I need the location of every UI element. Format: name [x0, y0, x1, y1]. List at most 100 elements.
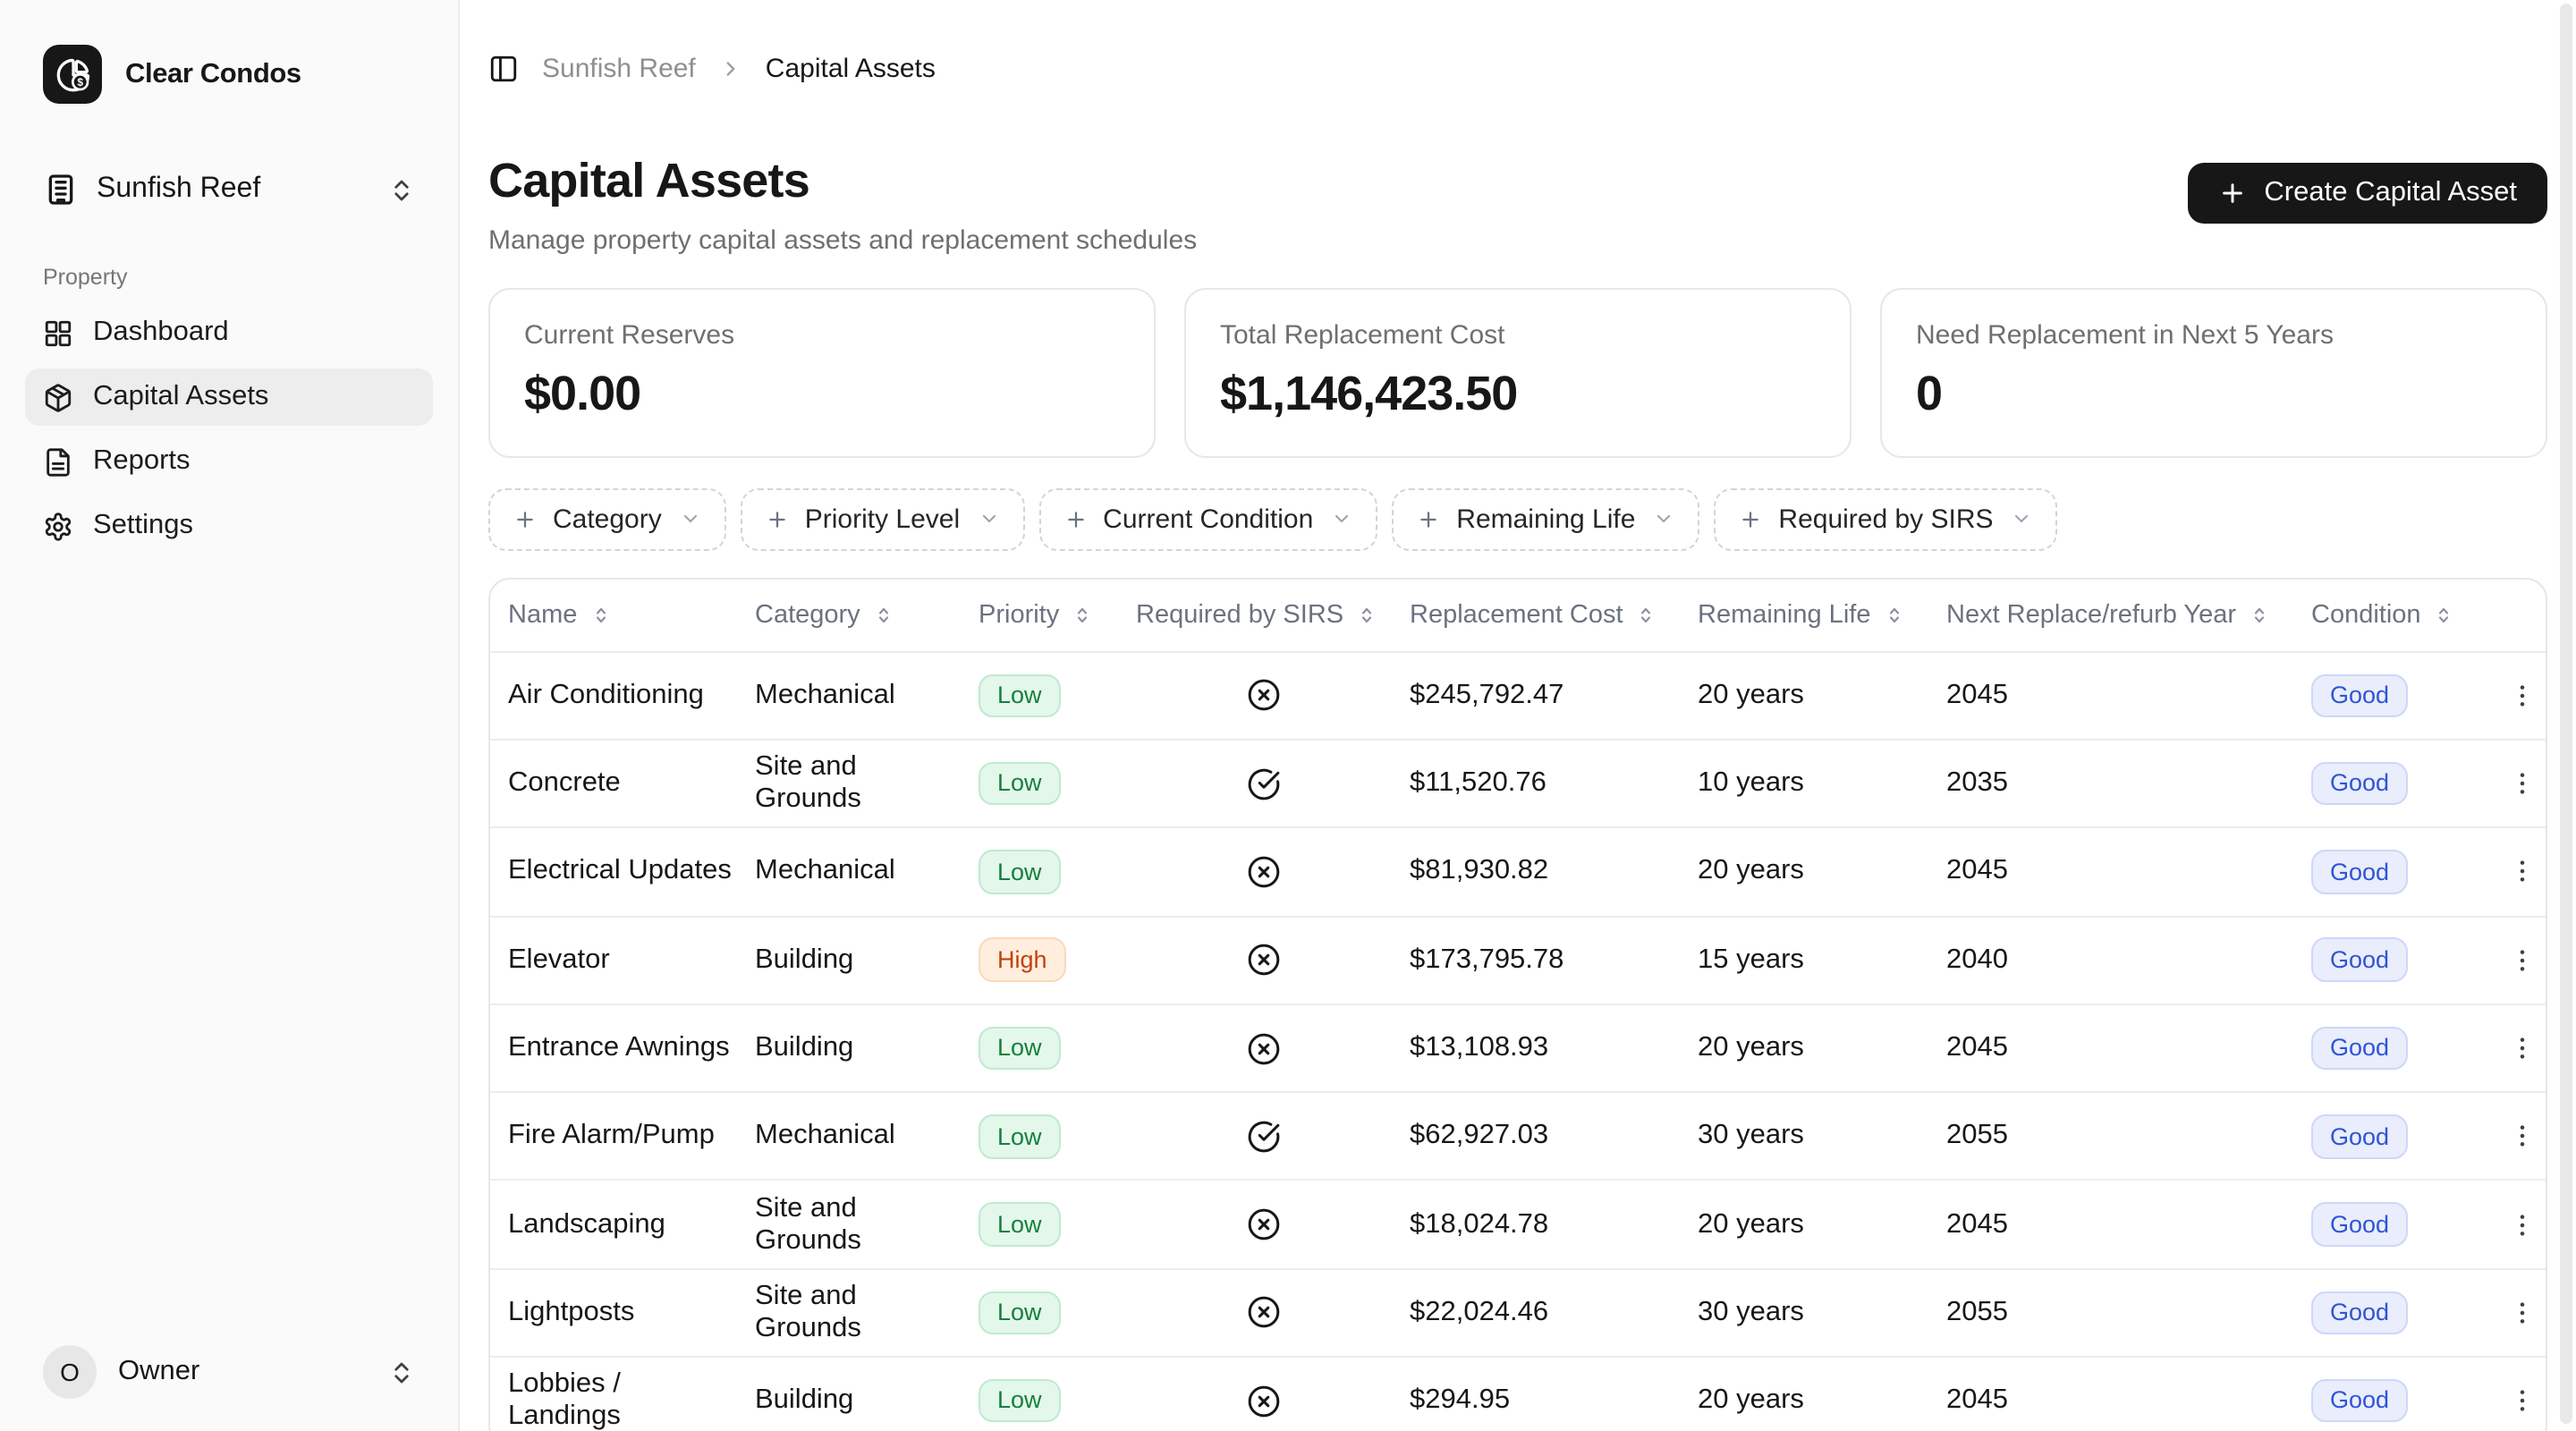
- create-capital-asset-button[interactable]: Create Capital Asset: [2187, 163, 2547, 224]
- sidebar-item-label: Reports: [93, 445, 191, 478]
- column-header-required-by-sirs[interactable]: Required by SIRS: [1118, 600, 1392, 629]
- circle-check-icon: [1136, 1120, 1392, 1154]
- sidebar-item-capital-assets[interactable]: Capital Assets: [25, 368, 433, 426]
- row-menu-button[interactable]: [2497, 1288, 2547, 1338]
- chevron-down-icon: [978, 508, 999, 529]
- sidebar-item-reports[interactable]: Reports: [25, 433, 433, 490]
- column-header-category[interactable]: Category: [737, 600, 961, 629]
- sort-chevrons-icon: [589, 604, 611, 625]
- create-capital-asset-label: Create Capital Asset: [2264, 177, 2517, 209]
- column-header-label: Remaining Life: [1698, 600, 1870, 629]
- plus-icon: [1417, 507, 1440, 530]
- page-title: Capital Assets: [488, 156, 1197, 208]
- cell-remaining-life: 20 years: [1680, 1208, 1928, 1240]
- column-header-remaining-life[interactable]: Remaining Life: [1680, 600, 1928, 629]
- cell-replacement-cost: $11,520.76: [1392, 767, 1680, 800]
- sort-chevrons-icon: [1636, 604, 1657, 625]
- package-icon: [43, 382, 73, 412]
- cell-priority: High: [961, 938, 1118, 982]
- table-row: Entrance AwningsBuildingLow$13,108.9320 …: [490, 1005, 2546, 1094]
- plus-icon: [766, 507, 789, 530]
- user-menu[interactable]: O Owner: [25, 1334, 433, 1410]
- row-menu-button[interactable]: [2497, 1199, 2547, 1249]
- circle-x-icon: [1136, 1384, 1392, 1418]
- cell-required-by-sirs: [1118, 766, 1392, 800]
- vertical-scrollbar[interactable]: [2560, 4, 2572, 1424]
- cell-name: Lightposts: [490, 1297, 737, 1329]
- row-menu-button[interactable]: [2497, 671, 2547, 721]
- row-menu-button[interactable]: [2497, 758, 2547, 809]
- column-header-next-replace-refurb-year[interactable]: Next Replace/refurb Year: [1928, 600, 2293, 629]
- column-header-label: Required by SIRS: [1136, 600, 1343, 629]
- chevrons-up-down-icon: [388, 1359, 415, 1385]
- table-body: Air ConditioningMechanicalLow$245,792.47…: [490, 652, 2546, 1431]
- table-row: Lobbies / LandingsBuildingLow$294.9520 y…: [490, 1358, 2546, 1431]
- stat-card-current-reserves: Current Reserves $0.00: [488, 287, 1156, 457]
- row-menu-button[interactable]: [2497, 1112, 2547, 1162]
- row-menu-button[interactable]: [2497, 935, 2547, 985]
- cell-required-by-sirs: [1118, 679, 1392, 713]
- stat-label: Total Replacement Cost: [1220, 319, 1816, 350]
- sort-chevrons-icon: [2434, 604, 2455, 625]
- priority-badge: Low: [979, 1027, 1061, 1071]
- cell-priority: Low: [961, 673, 1118, 717]
- chevrons-up-down-icon: [388, 176, 415, 203]
- column-header-condition[interactable]: Condition: [2293, 600, 2479, 629]
- circle-x-icon: [1136, 679, 1392, 713]
- cell-next-replace-year: 2055: [1928, 1121, 2293, 1153]
- cell-next-replace-year: 2035: [1928, 767, 2293, 800]
- chevron-down-icon: [2012, 508, 2033, 529]
- cell-category: Mechanical: [737, 856, 961, 888]
- filter-chip-label: Priority Level: [805, 504, 960, 534]
- priority-badge: Low: [979, 850, 1061, 893]
- column-header-name[interactable]: Name: [490, 600, 737, 629]
- cell-condition: Good: [2293, 1291, 2479, 1334]
- cell-condition: Good: [2293, 1379, 2479, 1423]
- cell-remaining-life: 15 years: [1680, 944, 1928, 976]
- page-header: Capital Assets Manage property capital a…: [488, 156, 2547, 255]
- circle-x-icon: [1136, 1031, 1392, 1065]
- circle-x-icon: [1136, 1207, 1392, 1241]
- stat-value: 0: [1916, 366, 2512, 421]
- cell-remaining-life: 20 years: [1680, 1384, 1928, 1417]
- filter-chip-priority-level[interactable]: Priority Level: [741, 487, 1024, 550]
- grid-icon: [43, 318, 73, 348]
- property-selector[interactable]: Sunfish Reef: [25, 157, 433, 222]
- plus-icon: [1739, 507, 1762, 530]
- avatar: O: [43, 1345, 97, 1399]
- sidebar-nav: Dashboard Capital Assets Reports Settings: [25, 304, 433, 555]
- stats-cards: Current Reserves $0.00 Total Replacement…: [488, 287, 2547, 457]
- filter-chip-current-condition[interactable]: Current Condition: [1038, 487, 1377, 550]
- sidebar-item-label: Dashboard: [93, 317, 229, 349]
- row-menu-button[interactable]: [2497, 1376, 2547, 1426]
- column-header-priority[interactable]: Priority: [961, 600, 1118, 629]
- breadcrumb-current: Capital Assets: [766, 54, 936, 84]
- sidebar-item-dashboard[interactable]: Dashboard: [25, 304, 433, 361]
- app-name: Clear Condos: [125, 58, 301, 90]
- column-header-replacement-cost[interactable]: Replacement Cost: [1392, 600, 1680, 629]
- sidebar-item-label: Settings: [93, 510, 193, 542]
- property-selector-label: Sunfish Reef: [97, 174, 260, 206]
- cell-required-by-sirs: [1118, 855, 1392, 889]
- cell-priority: Low: [961, 762, 1118, 806]
- filter-bar: CategoryPriority LevelCurrent ConditionR…: [488, 487, 2547, 550]
- table-row: LandscapingSite and GroundsLow$18,024.78…: [490, 1181, 2546, 1270]
- filter-chip-category[interactable]: Category: [488, 487, 726, 550]
- row-menu-button[interactable]: [2497, 1023, 2547, 1073]
- filter-chip-remaining-life[interactable]: Remaining Life: [1392, 487, 1699, 550]
- cell-replacement-cost: $22,024.46: [1392, 1297, 1680, 1329]
- cell-remaining-life: 20 years: [1680, 680, 1928, 712]
- condition-badge: Good: [2311, 1379, 2408, 1423]
- stat-card-total-replacement-cost: Total Replacement Cost $1,146,423.50: [1184, 287, 1852, 457]
- user-label: Owner: [118, 1356, 199, 1388]
- cell-name: Lobbies / Landings: [490, 1368, 737, 1431]
- cell-required-by-sirs: [1118, 1031, 1392, 1065]
- sidebar-section-label: Property: [25, 265, 433, 290]
- sort-chevrons-icon: [1072, 604, 1093, 625]
- panel-left-icon[interactable]: [488, 54, 519, 84]
- sidebar-item-settings[interactable]: Settings: [25, 497, 433, 555]
- row-menu-button[interactable]: [2497, 847, 2547, 897]
- filter-chip-label: Category: [553, 504, 662, 534]
- filter-chip-required-by-sirs[interactable]: Required by SIRS: [1714, 487, 2057, 550]
- breadcrumb-parent[interactable]: Sunfish Reef: [542, 54, 696, 84]
